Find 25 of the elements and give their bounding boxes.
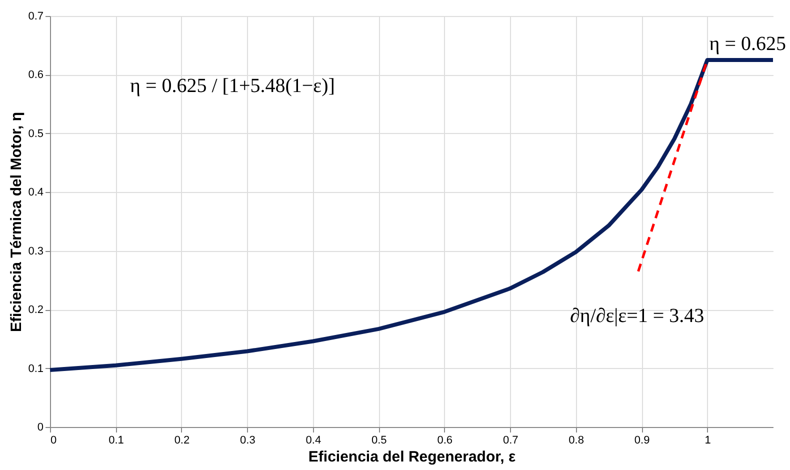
- x-tick-label: 0.3: [240, 434, 256, 446]
- y-tick-label: 0: [37, 422, 44, 434]
- annotation: ∂η/∂ε|ε=1 = 3.43: [570, 305, 704, 327]
- x-tick-label: 0.9: [634, 434, 650, 446]
- y-tick-label: 0.6: [28, 69, 44, 82]
- y-axis-title: Eficiencia Térmica del Motor, η: [8, 112, 26, 332]
- x-tick-label: 0.7: [502, 434, 518, 446]
- x-tick-label: 0.8: [568, 434, 584, 446]
- line-series: [48, 58, 775, 372]
- annotation: η = 0.625 / [1+5.48(1−ε)]: [130, 75, 335, 97]
- x-tick-label: 0.2: [174, 434, 190, 446]
- annotation: η = 0.625: [709, 33, 786, 56]
- x-tick-label: 0.1: [108, 434, 124, 446]
- x-axis-title: Eficiencia del Regenerador, ε: [308, 448, 516, 466]
- y-tick-label: 0.4: [28, 186, 44, 199]
- y-tick-label: 0.1: [28, 362, 44, 375]
- x-tick-label: 1: [704, 434, 711, 446]
- y-tick-label: 0.7: [28, 10, 44, 22]
- y-tick-label: 0.3: [28, 245, 44, 258]
- x-tick-label: 0.5: [371, 434, 387, 446]
- y-tick-label: 0.2: [28, 304, 44, 316]
- x-tick-label: 0.6: [437, 434, 453, 446]
- x-tick-label: 0.4: [306, 434, 322, 446]
- x-tick-label: 0: [50, 434, 57, 446]
- y-tick-label: 0.5: [28, 128, 44, 140]
